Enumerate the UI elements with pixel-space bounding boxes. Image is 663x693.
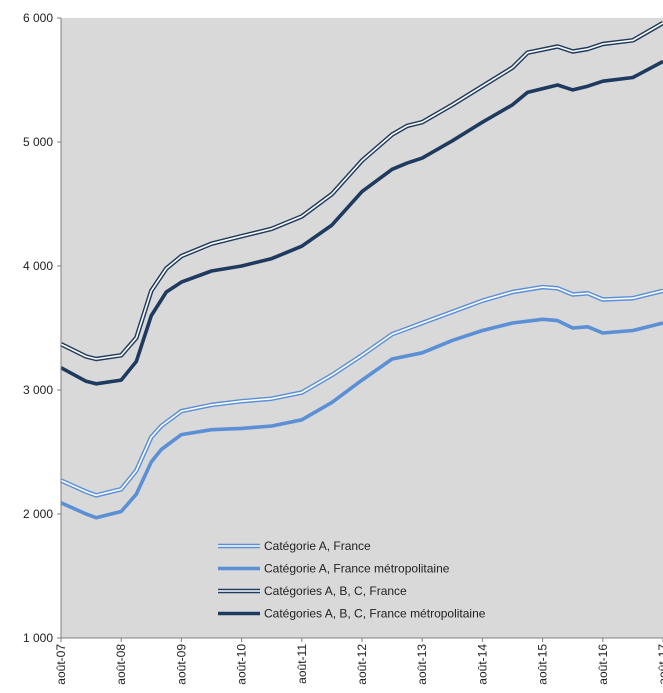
x-tick-label: août-10	[235, 644, 249, 685]
legend-item: Catégorie A, France	[218, 539, 371, 553]
series-line-categorie-a-france-metropolitaine	[60, 317, 663, 520]
series-line-categorie-a-france-inner	[60, 286, 663, 497]
legend: Catégorie A, France Catégorie A, France m…	[218, 539, 486, 621]
x-tick-label: août-08	[114, 644, 128, 685]
y-tick-label: 5 000	[23, 135, 53, 149]
x-tick-label: août-12	[355, 644, 369, 685]
legend-label: Catégorie A, France	[264, 539, 371, 553]
x-tick-label: août-09	[174, 644, 188, 685]
legend-label: Catégories A, B, C, France métropolitain…	[264, 607, 486, 621]
y-axis-ticks: 1 000 2 000 3 000 4 000 5 000 6 000	[23, 11, 61, 645]
x-axis-ticks: août-07 août-08 août-09 août-10 août-11 août-…	[54, 638, 663, 685]
x-tick-label: août-13	[415, 644, 429, 685]
series-line-categories-a-b-c-france-metropolitaine	[60, 59, 663, 386]
legend-item: Catégories A, B, C, France	[218, 584, 407, 598]
plot-area	[61, 18, 663, 638]
x-tick-label: août-17	[656, 644, 663, 685]
series-layer	[60, 21, 663, 520]
x-tick-label: août-07	[54, 644, 68, 685]
legend-item: Catégorie A, France métropolitaine	[218, 562, 450, 576]
legend-label: Catégorie A, France métropolitaine	[264, 562, 450, 576]
x-tick-label: août-16	[596, 644, 610, 685]
y-tick-label: 4 000	[23, 259, 53, 273]
legend-label: Catégories A, B, C, France	[264, 584, 407, 598]
x-tick-label: août-15	[536, 644, 550, 685]
y-tick-label: 1 000	[23, 631, 53, 645]
x-tick-label: août-11	[295, 644, 309, 684]
y-tick-label: 2 000	[23, 507, 53, 521]
legend-item: Catégories A, B, C, France métropolitain…	[218, 607, 486, 621]
y-tick-label: 6 000	[23, 11, 53, 25]
y-tick-label: 3 000	[23, 383, 53, 397]
x-tick-label: août-14	[475, 644, 489, 685]
series-line-categories-a-b-c-france-inner	[60, 22, 663, 360]
